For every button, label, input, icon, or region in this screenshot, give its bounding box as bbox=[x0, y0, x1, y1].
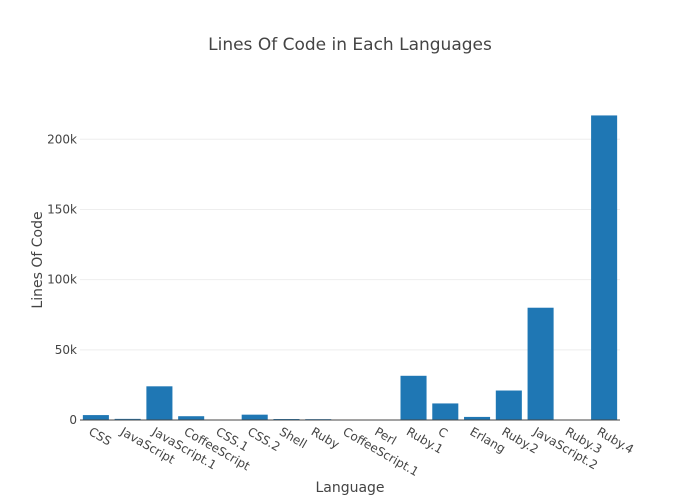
bar-coffeescript[interactable] bbox=[178, 416, 204, 420]
y-tick-label: 50k bbox=[55, 343, 77, 357]
bar-c[interactable] bbox=[432, 403, 458, 420]
y-axis-label: Lines Of Code bbox=[30, 211, 46, 308]
chart-title: Lines Of Code in Each Languages bbox=[208, 35, 492, 55]
bar-javascript-2[interactable] bbox=[528, 308, 554, 420]
y-tick-label: 0 bbox=[69, 413, 77, 427]
bar-javascript-1[interactable] bbox=[146, 386, 172, 420]
y-tick-label: 100k bbox=[47, 273, 77, 287]
bar-css[interactable] bbox=[83, 415, 109, 420]
bar-ruby-4[interactable] bbox=[591, 115, 617, 420]
y-tick-label: 150k bbox=[47, 202, 77, 216]
bar-ruby-2[interactable] bbox=[496, 391, 522, 420]
bar-ruby-1[interactable] bbox=[401, 376, 427, 420]
x-axis-label: Language bbox=[315, 480, 384, 496]
y-tick-label: 200k bbox=[47, 132, 77, 146]
bar-css-2[interactable] bbox=[242, 415, 268, 420]
